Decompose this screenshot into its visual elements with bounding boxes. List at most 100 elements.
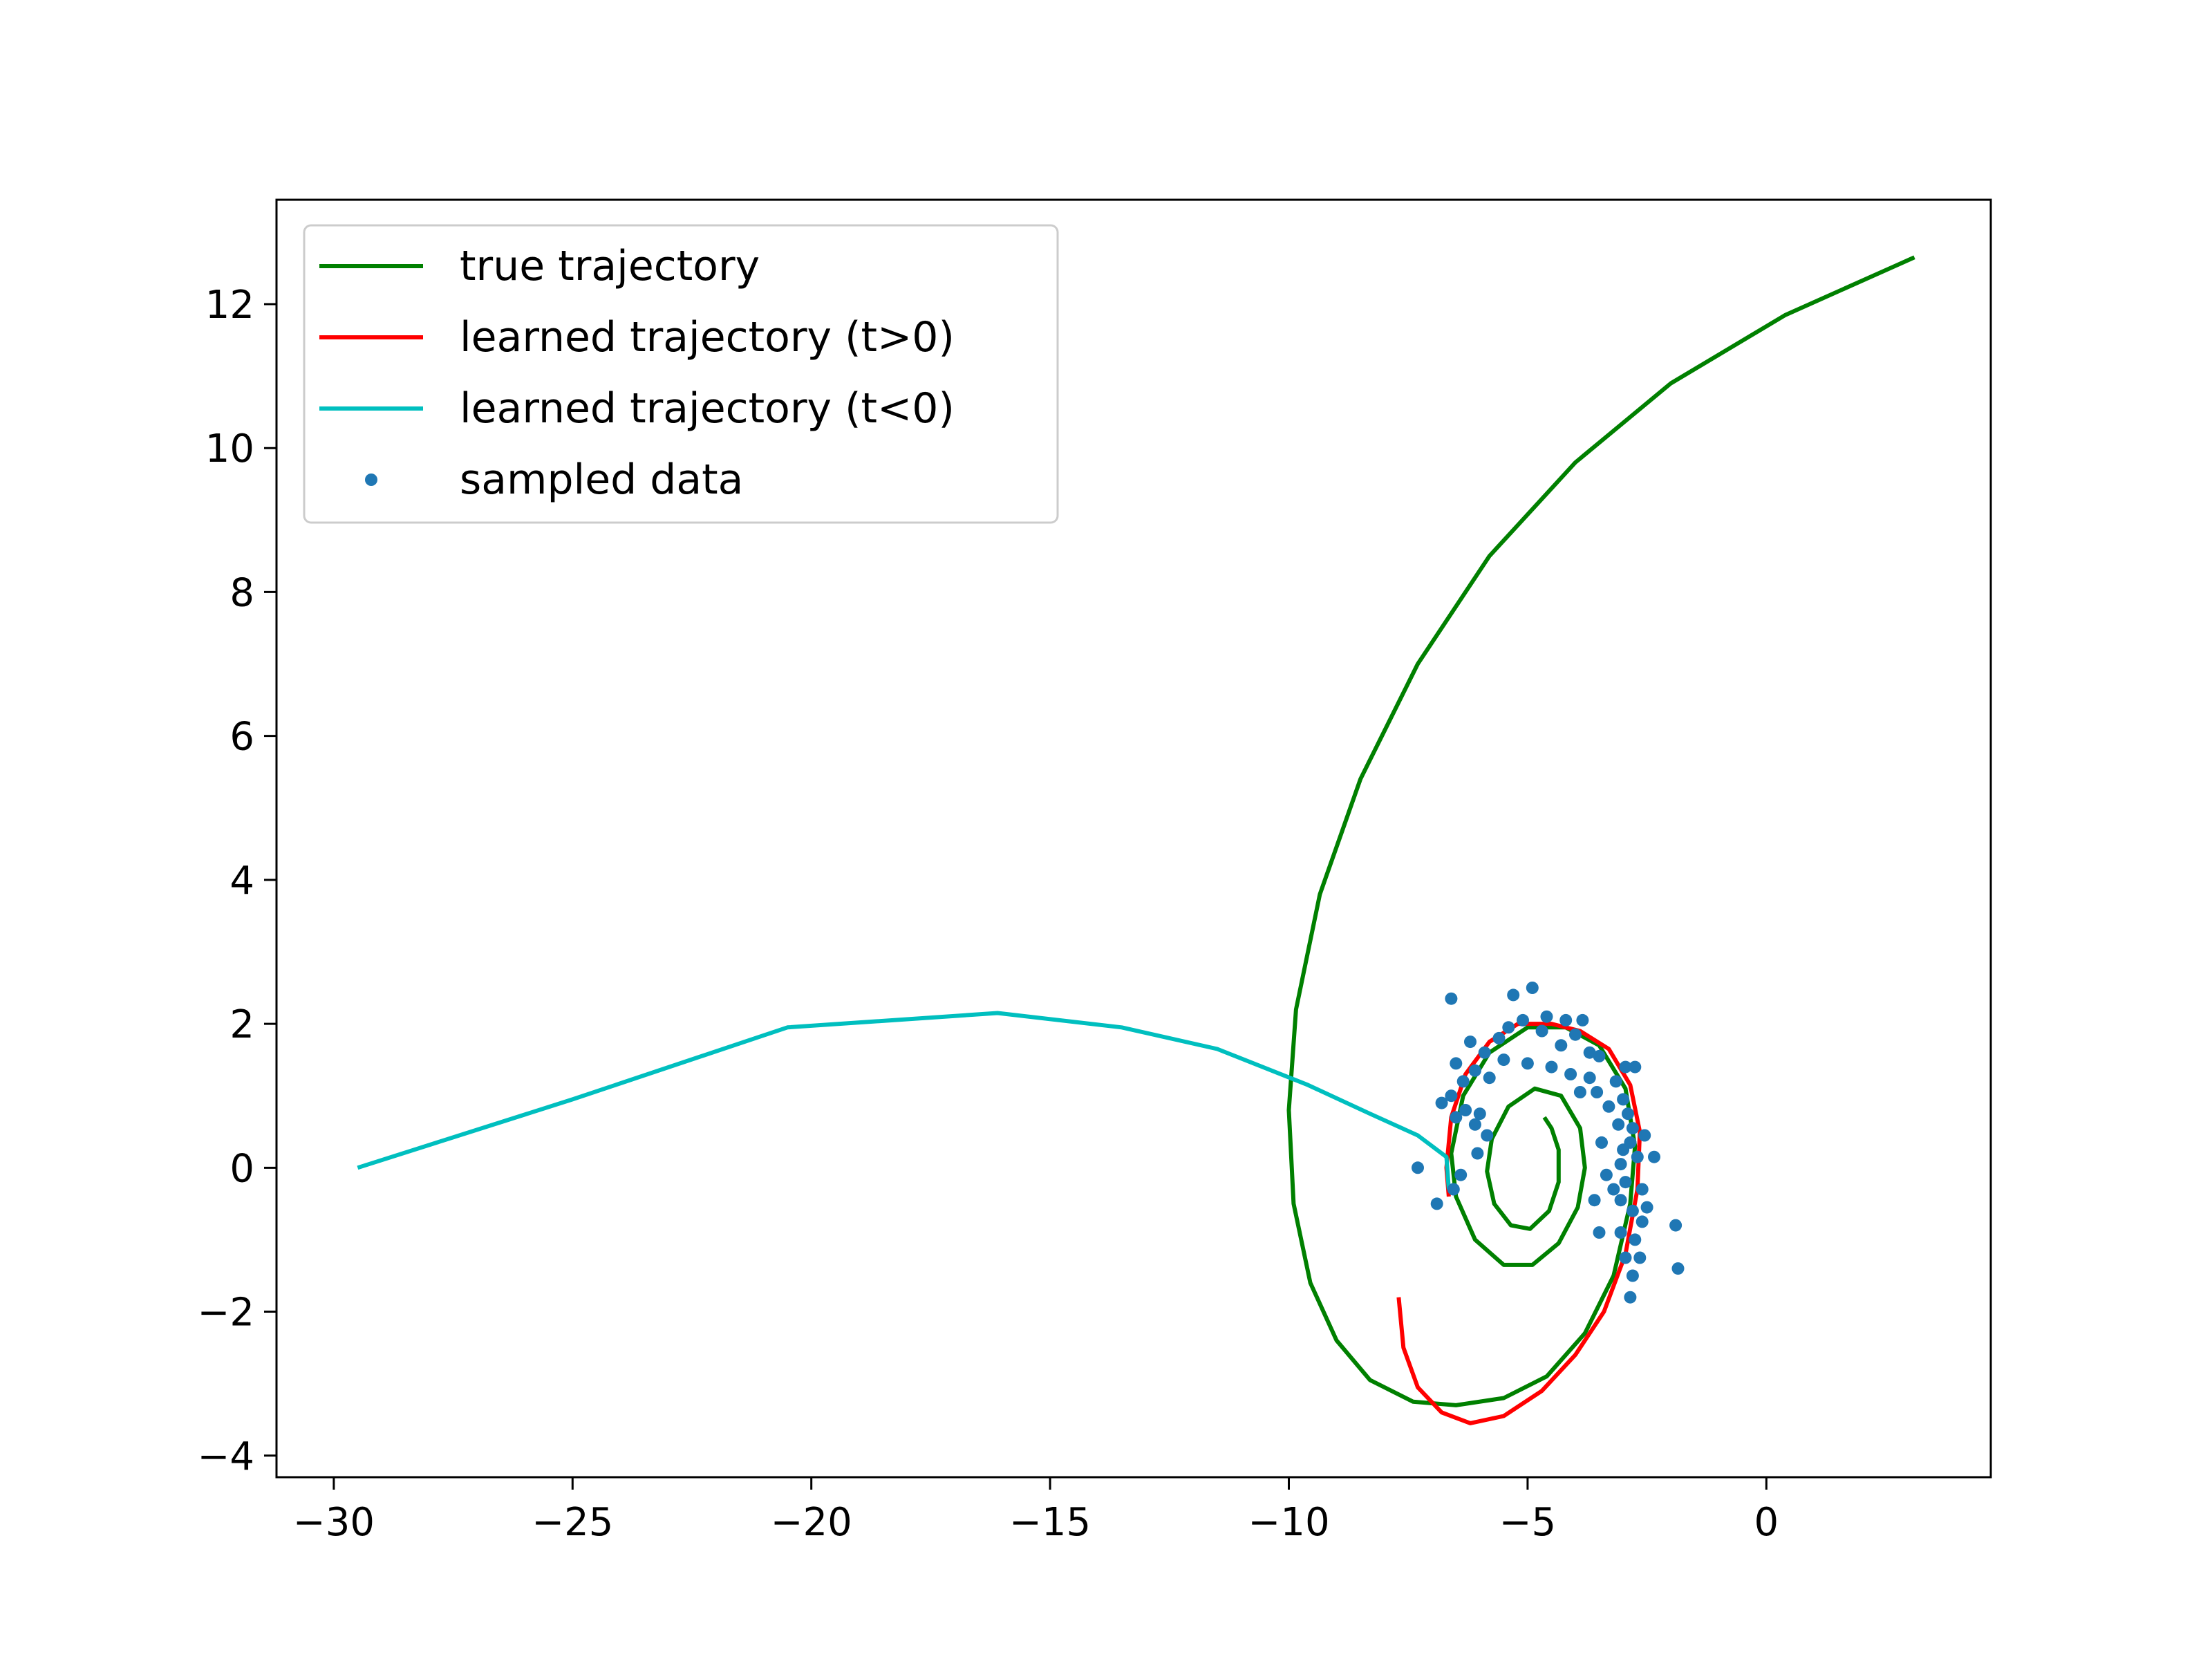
sampled-data-point — [1629, 1060, 1642, 1074]
sampled-data-point — [1535, 1024, 1548, 1038]
legend-label-learned-trajectory-t-0: learned trajectory (t>0) — [460, 313, 955, 362]
sampled-data-point — [1619, 1060, 1632, 1074]
sampled-data-point — [1593, 1226, 1606, 1239]
x-tick-label: 0 — [1754, 1500, 1779, 1545]
sampled-data-point — [1468, 1064, 1481, 1077]
sampled-data-point — [1629, 1233, 1642, 1246]
y-tick-label: 12 — [205, 283, 254, 328]
sampled-data-point — [1617, 1143, 1630, 1156]
sampled-data-point — [1609, 1075, 1622, 1088]
sampled-data-point — [1635, 1215, 1649, 1228]
sampled-data-point — [1635, 1183, 1649, 1196]
sampled-data-point — [1502, 1021, 1515, 1034]
sampled-data-point — [1638, 1129, 1651, 1142]
sampled-data-point — [1614, 1194, 1627, 1207]
sampled-data-point — [1492, 1031, 1506, 1044]
sampled-data-point — [1626, 1204, 1639, 1217]
sampled-data-point — [1591, 1086, 1604, 1098]
learned-trajectory-t-0-line — [357, 1011, 1451, 1190]
x-axis: −30 −25 −20 −15 −10 −5 0 — [293, 1477, 1779, 1545]
sampled-data-point — [1456, 1075, 1470, 1088]
sampled-data-point — [1447, 1183, 1460, 1196]
sampled-data-point — [1435, 1096, 1448, 1109]
sampled-data-point — [1595, 1136, 1608, 1149]
y-tick-label: 10 — [205, 427, 254, 471]
legend-label-sampled-data: sampled data — [460, 456, 743, 504]
sampled-data-point — [1521, 1057, 1534, 1070]
y-tick-label: 2 — [229, 1002, 254, 1047]
series-layer — [357, 255, 1915, 1425]
sampled-data-point — [1555, 1039, 1568, 1052]
sampled-data-point — [1507, 988, 1520, 1002]
y-tick-label: 4 — [229, 859, 254, 903]
sampled-data-point — [1633, 1251, 1647, 1264]
sampled-data-point — [1573, 1086, 1586, 1098]
sampled-data-point — [1450, 1057, 1463, 1070]
legend-label-true-trajectory: true trajectory — [460, 242, 760, 290]
sampled-data-point — [1430, 1197, 1443, 1210]
sampled-data-point — [1497, 1053, 1510, 1067]
sampled-data-point — [1588, 1194, 1601, 1207]
sampled-data-point — [1614, 1226, 1627, 1239]
sampled-data-point — [1602, 1100, 1615, 1113]
legend-box — [303, 224, 1059, 524]
y-tick-label: −2 — [197, 1291, 254, 1335]
sampled-data-point — [1471, 1147, 1484, 1160]
sampled-data-point — [1626, 1122, 1639, 1135]
axes-frame — [275, 198, 1992, 1479]
sampled-data-point — [1607, 1183, 1620, 1196]
sampled-data-point — [1614, 1158, 1627, 1171]
sampled-data-point — [1478, 1046, 1491, 1059]
sampled-data-point — [1564, 1068, 1577, 1080]
sampled-data-point — [1640, 1201, 1653, 1214]
sampled-data-point — [1481, 1129, 1494, 1142]
sampled-data-point — [1412, 1161, 1424, 1174]
x-tick-label: −30 — [293, 1500, 375, 1545]
sampled-data-point — [1622, 1107, 1634, 1121]
sampled-data-point — [1483, 1071, 1496, 1085]
sampled-data-point — [1569, 1028, 1582, 1041]
sampled-data-point — [1540, 1010, 1553, 1023]
sampled-data-point — [1619, 1251, 1632, 1264]
y-axis: −4 −2 0 2 4 6 8 10 12 — [197, 283, 276, 1479]
sampled-data-point — [1545, 1060, 1558, 1074]
sampled-data-point — [1454, 1168, 1468, 1181]
x-tick-label: −15 — [1009, 1500, 1091, 1545]
sampled-data-point — [1450, 1111, 1463, 1124]
sampled-data-point — [1526, 982, 1539, 994]
sampled-data-point — [1583, 1071, 1596, 1085]
sampled-data-point — [1517, 1013, 1529, 1027]
sampled-data-point — [1648, 1150, 1660, 1163]
x-tick-label: −5 — [1499, 1500, 1557, 1545]
y-tick-label: 0 — [229, 1146, 254, 1191]
sampled-data-point — [1593, 1049, 1606, 1062]
x-tick-label: −10 — [1248, 1500, 1329, 1545]
legend: true trajectory learned trajectory (t>0) l… — [303, 224, 1059, 524]
sampled-data-point — [1468, 1118, 1481, 1131]
sampled-data-point — [1559, 1013, 1573, 1027]
sampled-data-point — [1464, 1035, 1477, 1049]
sampled-data-point — [1576, 1013, 1589, 1027]
sampled-data-point — [1624, 1291, 1637, 1304]
sampled-data-point — [1669, 1219, 1683, 1232]
sampled-data-point — [1459, 1104, 1472, 1116]
y-tick-label: 8 — [229, 570, 254, 615]
y-tick-label: −4 — [197, 1434, 254, 1479]
sampled-data-point — [1671, 1262, 1685, 1275]
sampled-data-point — [1473, 1107, 1486, 1121]
sampled-data-point — [1445, 992, 1458, 1005]
x-tick-label: −25 — [532, 1500, 613, 1545]
y-tick-label: 6 — [229, 715, 254, 760]
sampled-data-point — [1583, 1046, 1596, 1059]
sampled-data-point — [1631, 1150, 1644, 1163]
x-tick-label: −20 — [771, 1500, 852, 1545]
sampled-data-point — [1445, 1089, 1458, 1103]
sampled-data-point — [1612, 1118, 1625, 1131]
sampled-data-point — [1617, 1093, 1630, 1106]
legend-swatch-sampled-data — [365, 474, 377, 486]
sampled-data-point — [1626, 1269, 1639, 1282]
sampled-data-point — [1600, 1168, 1613, 1181]
legend-label-learned-trajectory-t-0: learned trajectory (t<0) — [460, 384, 955, 433]
sampled-data-point — [1619, 1176, 1632, 1189]
